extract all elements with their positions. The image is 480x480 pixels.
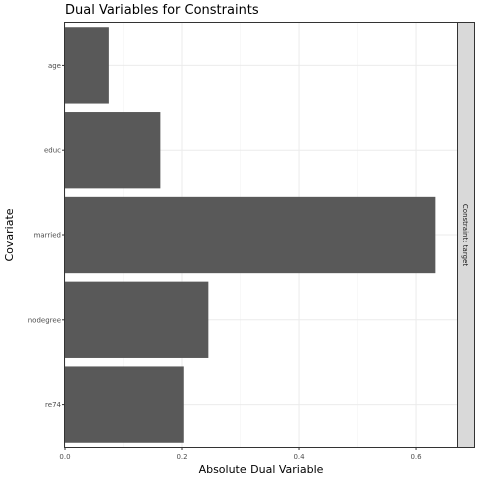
x-axis-title: Absolute Dual Variable xyxy=(199,463,324,476)
x-tick-label: 0.6 xyxy=(410,453,422,461)
bar-educ xyxy=(65,112,161,189)
y-tick-label: educ xyxy=(44,147,61,155)
facet-strip-background xyxy=(457,22,475,448)
bar-married xyxy=(65,196,436,274)
bars xyxy=(65,27,436,443)
chart-title: Dual Variables for Constraints xyxy=(65,3,259,18)
bar-age xyxy=(65,27,109,104)
bar-re74 xyxy=(65,366,184,443)
x-tick-label: 0.4 xyxy=(293,453,305,461)
facet-label: Constraint: target xyxy=(461,204,469,266)
y-tick-label: age xyxy=(48,62,61,70)
y-tick-label: nodegree xyxy=(28,316,61,324)
y-tick-label: re74 xyxy=(45,401,61,409)
y-axis: age educ married nodegree re74 xyxy=(28,62,65,409)
bar-nodegree xyxy=(65,281,209,358)
facet-strip: Constraint: target xyxy=(457,22,475,448)
x-axis: 0.0 0.2 0.4 0.6 xyxy=(59,447,422,461)
y-tick-label: married xyxy=(34,232,61,240)
x-tick-label: 0.2 xyxy=(176,453,187,461)
x-tick-label: 0.0 xyxy=(59,453,70,461)
plot-panel xyxy=(64,22,458,448)
y-axis-title: Covariate xyxy=(3,208,16,261)
